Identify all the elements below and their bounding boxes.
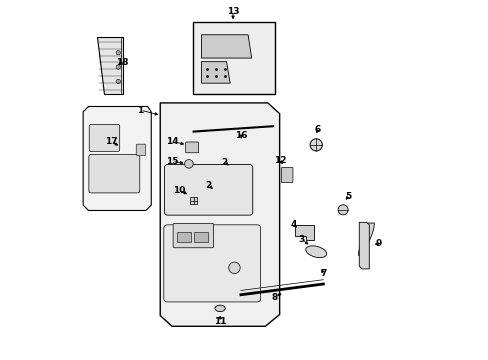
Circle shape [337,205,347,215]
Circle shape [228,262,240,274]
Polygon shape [359,222,368,269]
Text: 2: 2 [205,181,211,190]
Text: 14: 14 [165,137,178,146]
FancyBboxPatch shape [173,224,213,248]
Text: 18: 18 [115,58,128,67]
Polygon shape [294,225,314,240]
Text: 16: 16 [235,131,247,140]
Polygon shape [201,62,230,83]
Text: 12: 12 [274,157,286,166]
Text: 11: 11 [213,317,226,326]
Text: 9: 9 [375,239,382,248]
Text: 8: 8 [271,293,278,302]
FancyBboxPatch shape [136,144,145,156]
Circle shape [116,79,120,84]
FancyBboxPatch shape [164,165,252,215]
Bar [194,232,207,242]
Text: 7: 7 [320,269,326,278]
Polygon shape [201,35,251,58]
Text: 4: 4 [290,220,297,229]
FancyBboxPatch shape [185,142,198,153]
Bar [177,232,190,242]
Text: 2: 2 [221,158,227,167]
FancyBboxPatch shape [163,225,260,302]
Text: 6: 6 [313,125,320,134]
Bar [192,22,274,94]
Polygon shape [160,103,279,326]
Text: 3: 3 [298,235,305,244]
Text: 10: 10 [173,185,185,194]
Bar [190,197,197,204]
Circle shape [184,159,193,168]
FancyBboxPatch shape [89,125,120,151]
Text: 5: 5 [345,192,351,201]
Circle shape [309,139,322,151]
Text: 15: 15 [165,157,178,166]
FancyBboxPatch shape [89,154,140,193]
Text: 13: 13 [226,7,239,16]
Polygon shape [358,223,373,255]
Text: 17: 17 [104,137,117,146]
Text: 1: 1 [137,105,143,114]
Polygon shape [97,37,123,94]
Polygon shape [83,107,151,211]
Ellipse shape [305,246,326,258]
Ellipse shape [215,305,224,312]
Circle shape [116,50,120,55]
FancyBboxPatch shape [281,167,292,183]
Circle shape [116,65,120,69]
